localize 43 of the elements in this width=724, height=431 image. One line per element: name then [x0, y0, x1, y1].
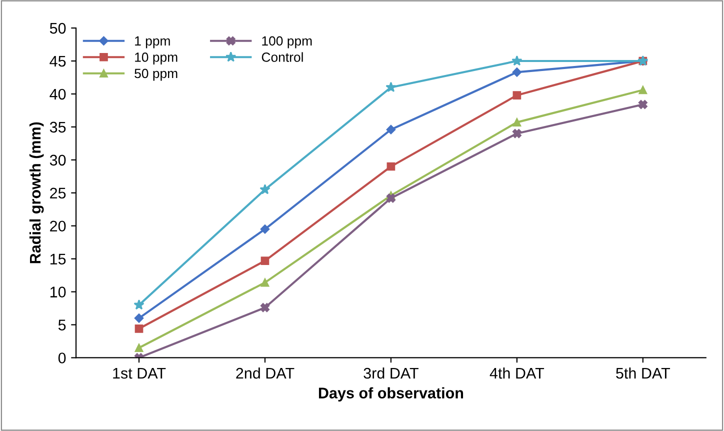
point	[638, 100, 648, 110]
x-axis-title: Days of observation	[318, 387, 464, 402]
x-tick-label: 2nd DAT	[236, 367, 294, 379]
legend-label: Control	[262, 52, 303, 62]
point	[260, 303, 270, 312]
point	[260, 224, 270, 234]
y-tick-label: 30	[50, 154, 66, 166]
y-tick-label: 0	[58, 352, 66, 364]
y-tick-label: 25	[50, 188, 66, 199]
y-tick-label: 35	[50, 122, 66, 133]
point	[512, 55, 522, 66]
point	[260, 184, 270, 194]
y-tick-label: 5	[58, 320, 66, 330]
point	[386, 124, 396, 134]
y-axis-title: Radial growth (mm)	[29, 122, 44, 264]
point	[134, 324, 144, 333]
x-tick-label: 5th DAT	[616, 367, 670, 379]
point	[134, 344, 144, 352]
point	[638, 86, 648, 94]
legend-label: 100 ppm	[262, 36, 312, 48]
x-tick-label: 3rd DAT	[364, 367, 418, 379]
point	[386, 82, 396, 92]
point	[260, 278, 270, 287]
point	[134, 299, 144, 310]
x-tick-label: 1st DAT	[113, 368, 166, 379]
point	[512, 68, 522, 77]
legend-label: 50 ppm	[134, 68, 178, 81]
y-tick-label: 10	[50, 286, 66, 298]
legend-label: 10 ppm	[135, 52, 178, 64]
point	[512, 118, 522, 126]
legend-label: 1 ppm	[135, 36, 170, 48]
y-tick-label: 45	[50, 56, 66, 67]
y-tick-label: 40	[50, 88, 66, 100]
point	[386, 194, 396, 203]
point	[260, 256, 270, 265]
x-tick-label: 4th DAT	[490, 367, 544, 379]
point	[134, 314, 144, 323]
point	[512, 91, 522, 100]
point	[512, 129, 522, 138]
point	[386, 162, 396, 171]
y-tick-label: 50	[50, 22, 66, 34]
y-tick-label: 15	[50, 254, 66, 264]
y-tick-label: 20	[50, 220, 66, 232]
